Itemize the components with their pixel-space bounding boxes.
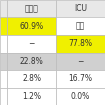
- Text: 早稲田: 早稲田: [25, 4, 38, 13]
- Text: 77.8%: 77.8%: [68, 39, 92, 48]
- Text: ICU: ICU: [74, 4, 87, 13]
- Bar: [0, 70, 7, 87]
- Text: 1.2%: 1.2%: [22, 92, 41, 101]
- Bar: [56, 35, 105, 52]
- Bar: [0, 0, 7, 18]
- Bar: [56, 52, 105, 70]
- Bar: [56, 70, 105, 87]
- Text: 22.8%: 22.8%: [20, 57, 43, 66]
- Text: 0.0%: 0.0%: [71, 92, 90, 101]
- Bar: [7, 87, 56, 105]
- Bar: [7, 18, 56, 35]
- Bar: [0, 18, 7, 35]
- Bar: [56, 18, 105, 35]
- Bar: [7, 70, 56, 87]
- Bar: [0, 35, 7, 52]
- Bar: [56, 87, 105, 105]
- Bar: [0, 52, 7, 70]
- Text: 16.7%: 16.7%: [68, 74, 92, 83]
- Text: −: −: [77, 57, 83, 66]
- Text: 2.8%: 2.8%: [22, 74, 41, 83]
- Text: 60.9%: 60.9%: [19, 22, 44, 31]
- Bar: [7, 52, 56, 70]
- Text: −: −: [28, 39, 35, 48]
- Bar: [0, 87, 7, 105]
- Text: なし: なし: [76, 22, 85, 31]
- Bar: [7, 35, 56, 52]
- Bar: [56, 0, 105, 18]
- Bar: [7, 0, 56, 18]
